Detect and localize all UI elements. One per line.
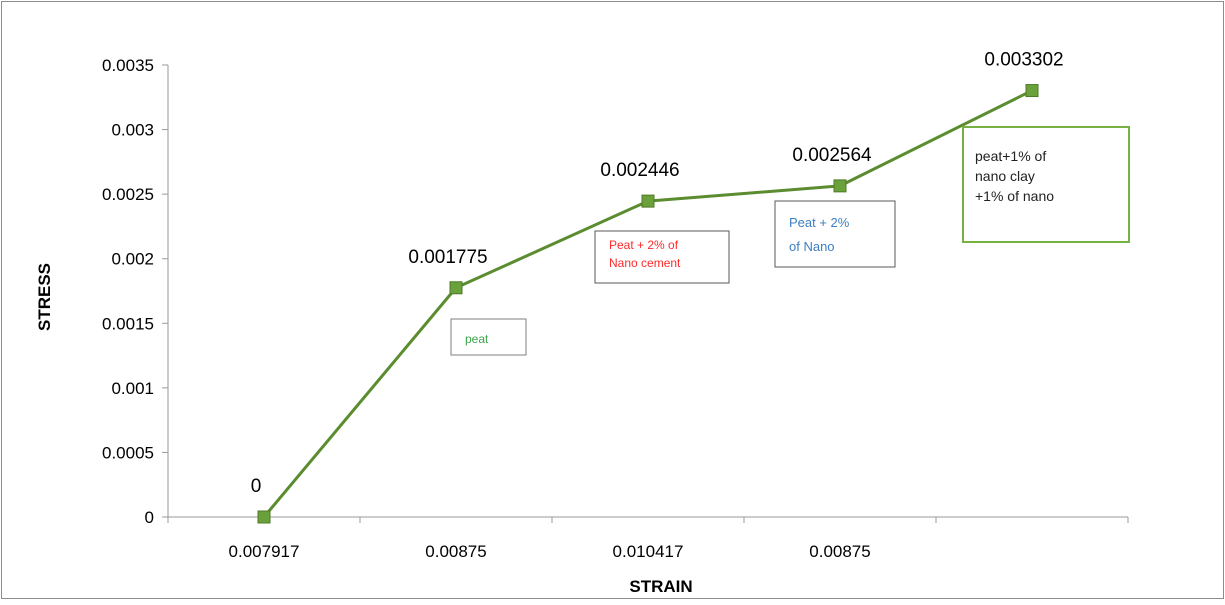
- x-tick-label: 0.007917: [229, 542, 300, 561]
- data-label: 0.001775: [408, 247, 487, 268]
- annotation-box: [962, 126, 1130, 243]
- data-label: 0: [251, 476, 262, 497]
- data-point-marker: [833, 179, 847, 193]
- y-tick-label: 0.0005: [102, 443, 154, 462]
- y-tick-label: 0.003: [111, 121, 154, 140]
- y-tick-label: 0: [145, 508, 154, 527]
- y-tick-label: 0.0025: [102, 185, 154, 204]
- annotation-box: [774, 200, 896, 268]
- data-label: 0.002564: [792, 145, 872, 166]
- annotation-text: peat+1% of: [975, 148, 1046, 164]
- data-point-marker: [449, 281, 463, 295]
- annotation-text: of Nano: [789, 239, 835, 254]
- y-tick-label: 0.002: [111, 250, 154, 269]
- annotation-box: [450, 318, 527, 356]
- annotations-layer: peat Peat + 2% of Nano cement Peat + 2% of N…: [450, 126, 1130, 356]
- y-tick-label: 0.0015: [102, 314, 154, 333]
- annotation-text: peat: [465, 332, 489, 346]
- data-point-marker: [257, 510, 271, 524]
- y-tick-label: 0.0035: [102, 56, 154, 75]
- annotation-text: Nano cement: [609, 256, 681, 270]
- data-point-marker: [641, 194, 655, 208]
- x-axis-title: STRAIN: [629, 577, 692, 596]
- axes: 0 0.0005 0.001 0.0015 0.002 0.0025 0.003 0.0035…: [102, 56, 1129, 561]
- data-labels-layer: 0 0.001775 0.002446 0.002564 0.003302: [251, 50, 1064, 497]
- y-tick-label: 0.001: [111, 379, 154, 398]
- data-label: 0.002446: [600, 160, 679, 181]
- series-line-layer: [257, 84, 1039, 524]
- annotation-text: +1% of nano: [975, 188, 1054, 204]
- x-tick-label: 0.00875: [809, 542, 870, 561]
- x-tick-label: 0.00875: [425, 542, 486, 561]
- data-label: 0.003302: [984, 50, 1063, 71]
- x-tick-label: 0.010417: [613, 542, 684, 561]
- annotation-text: nano clay: [975, 168, 1035, 184]
- data-point-marker: [1025, 84, 1039, 98]
- annotation-text: Peat + 2%: [789, 215, 850, 230]
- y-axis-title: STRESS: [35, 263, 54, 331]
- annotation-text: Peat + 2% of: [609, 238, 679, 252]
- annotation-box: [594, 230, 730, 284]
